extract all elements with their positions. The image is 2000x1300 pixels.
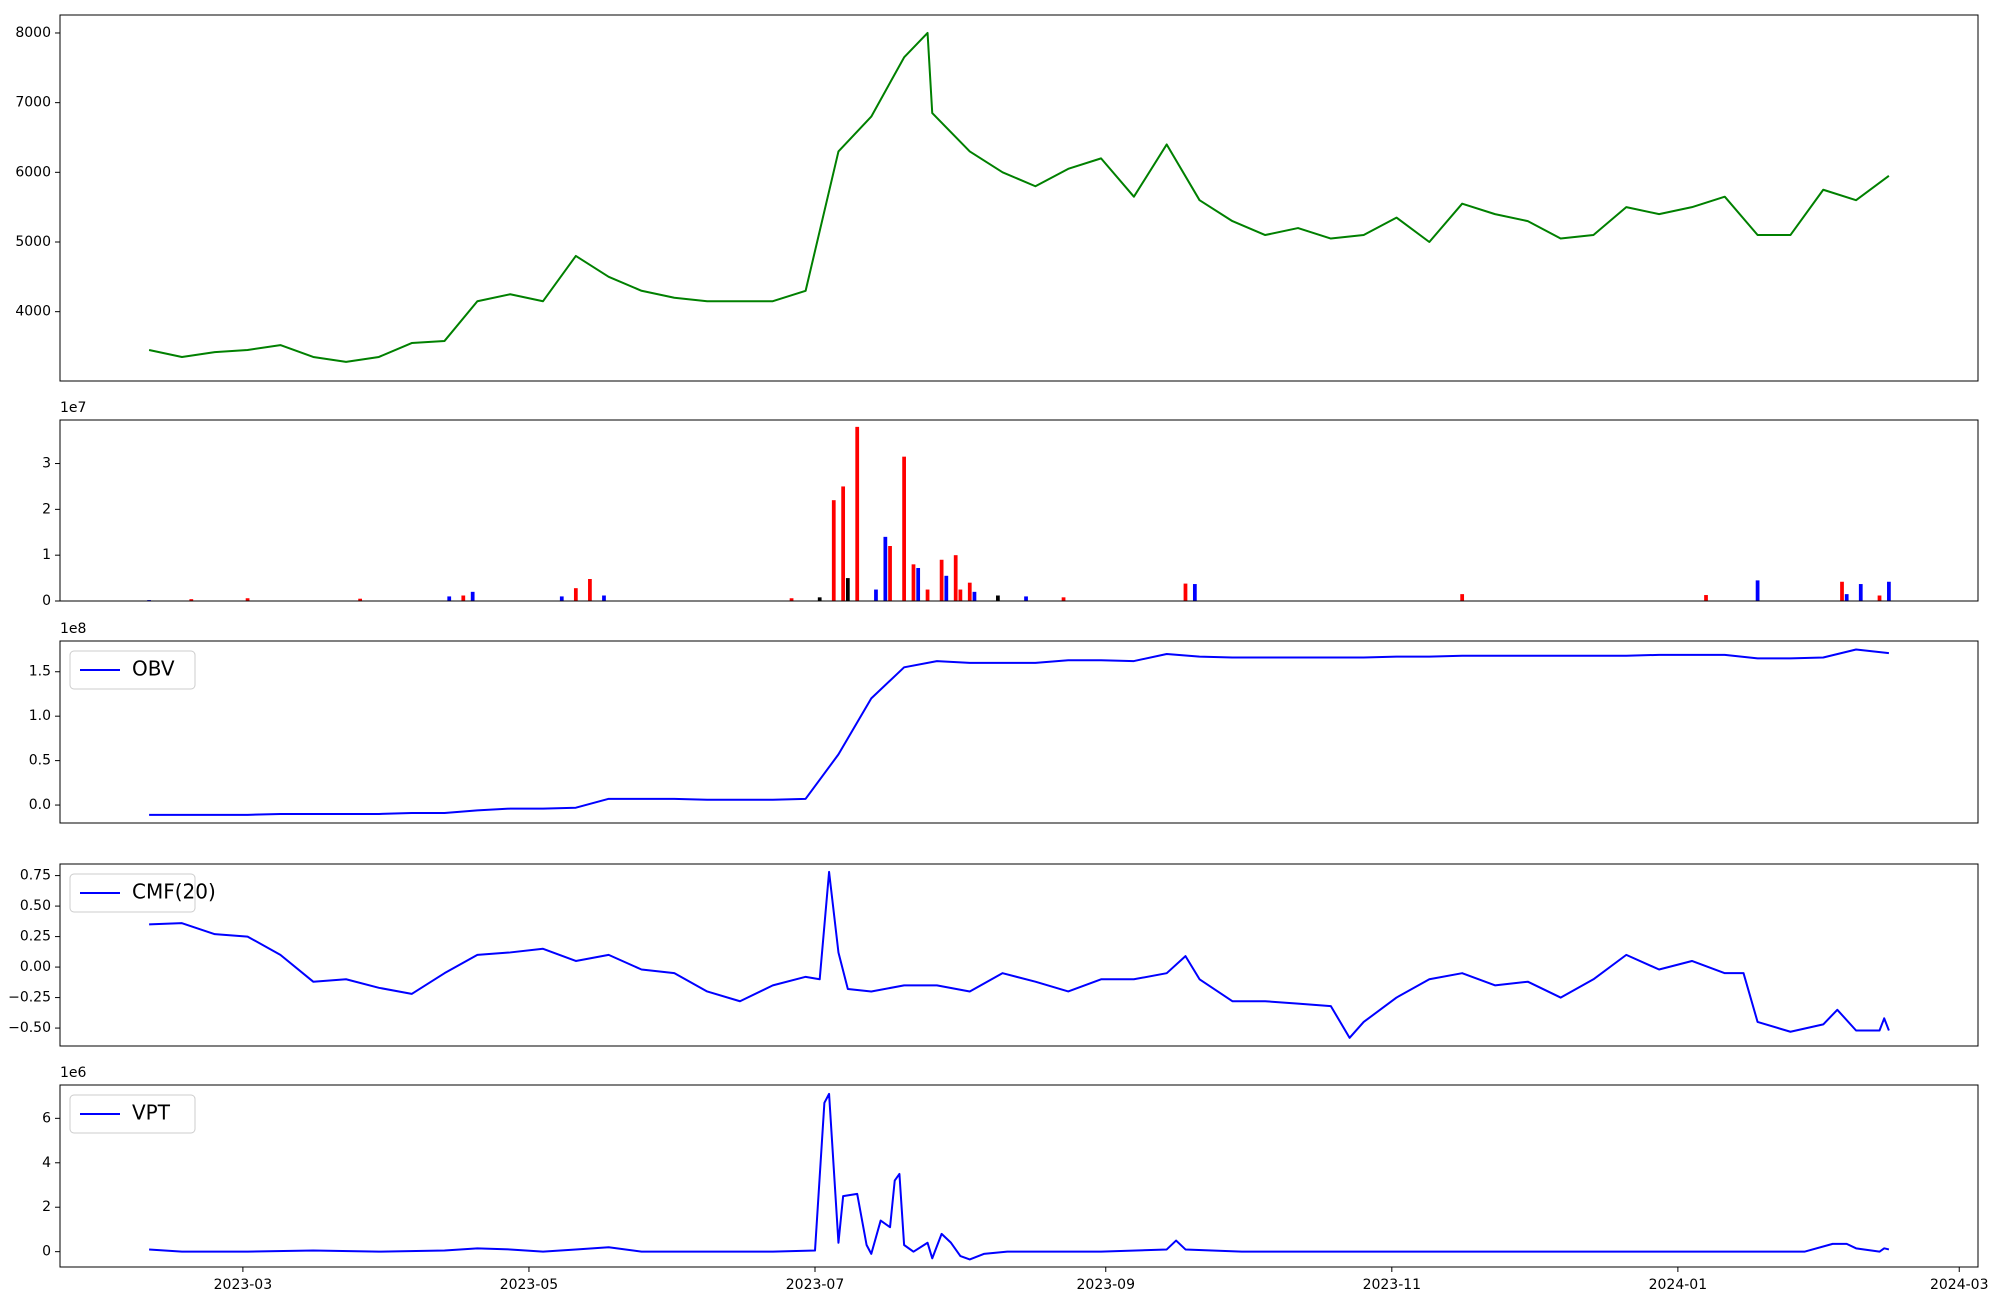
y-tick-label: −0.50	[8, 1020, 51, 1036]
volume-bar	[967, 582, 972, 601]
volume-bar	[1887, 581, 1891, 601]
y-tick-label: 0.5	[29, 753, 51, 769]
volume-bar	[470, 591, 475, 601]
y-offset-label: 1e6	[60, 1065, 87, 1081]
volume-bar	[1844, 594, 1849, 601]
x-tick-label: 2024-01	[1649, 1277, 1708, 1293]
volume-bar	[972, 591, 977, 601]
volume-bar	[888, 546, 892, 601]
volume-bar	[1704, 595, 1708, 601]
volume-bar	[953, 555, 958, 601]
y-tick-label: 0.50	[20, 898, 51, 914]
volume-bar	[573, 588, 578, 601]
volume-bar	[588, 579, 592, 601]
volume-bar	[996, 595, 1000, 601]
y-tick-label: 4	[42, 1155, 51, 1171]
volume-bar	[1192, 584, 1197, 601]
y-offset-label: 1e7	[60, 400, 86, 416]
y-tick-label: 2	[42, 501, 51, 517]
series-line	[149, 1092, 1890, 1261]
y-tick-label: 2	[42, 1199, 51, 1215]
volume-bar	[1858, 584, 1863, 601]
y-tick-label: −0.25	[8, 990, 51, 1006]
series-line	[148, 31, 1890, 363]
x-tick-label: 2023-07	[786, 1277, 845, 1293]
volume-bar	[1024, 596, 1028, 601]
y-tick-label: 7000	[15, 95, 51, 111]
volume-bar	[874, 589, 878, 601]
volume-bar	[1183, 583, 1188, 601]
y-tick-label: 5000	[15, 234, 51, 250]
y-tick-label: 0.00	[20, 959, 51, 975]
legend-box	[69, 873, 196, 913]
y-tick-label: 0.75	[20, 868, 51, 884]
y-tick-label: 0	[42, 593, 51, 609]
axes-frame	[59, 863, 1979, 1047]
axes-frame	[59, 14, 1979, 382]
y-tick-label: 1.5	[29, 664, 51, 680]
volume-bar	[916, 568, 921, 601]
x-tick-label: 2023-09	[1077, 1277, 1136, 1293]
volume-bar	[789, 598, 794, 601]
legend-label: OBV	[132, 657, 175, 681]
volume-bar	[902, 456, 906, 601]
volume-bar	[883, 536, 888, 601]
volume-bar	[1755, 580, 1760, 601]
x-tick-label: 2023-03	[214, 1277, 273, 1293]
volume-bar	[1460, 594, 1465, 601]
volume-bar	[1061, 597, 1066, 601]
volume-bar	[559, 596, 564, 601]
legend-box	[69, 650, 196, 690]
volume-bar	[958, 589, 963, 601]
legend-label: VPT	[132, 1101, 171, 1125]
volume-bar	[358, 598, 363, 601]
x-tick-label: 2023-05	[500, 1277, 559, 1293]
volume-bar	[841, 486, 846, 601]
volume-bar	[911, 564, 916, 601]
volume-bar	[1840, 581, 1844, 601]
y-tick-label: 6	[42, 1110, 51, 1126]
volume-bar	[831, 500, 836, 601]
volume-bar	[845, 578, 850, 601]
legend-box	[69, 1094, 196, 1134]
axes-frame	[59, 419, 1979, 602]
y-tick-label: 0	[42, 1244, 51, 1260]
volume-bar	[1877, 595, 1882, 601]
y-tick-label: 1	[42, 547, 51, 563]
x-tick-label: 2023-11	[1363, 1277, 1422, 1293]
volume-bar	[944, 575, 949, 601]
y-tick-label: 6000	[15, 164, 51, 180]
volume-bar	[939, 559, 944, 601]
series-line	[149, 648, 1890, 816]
y-tick-label: 1.0	[29, 708, 51, 724]
y-tick-label: 0.25	[20, 929, 51, 945]
y-tick-label: 3	[42, 456, 51, 472]
volume-bar	[189, 599, 194, 601]
volume-bar	[602, 595, 606, 601]
volume-bar	[855, 426, 860, 601]
y-tick-label: 0.0	[29, 797, 51, 813]
y-tick-label: 4000	[15, 304, 51, 320]
volume-bar	[447, 596, 452, 601]
volume-bar	[461, 595, 466, 601]
volume-bar	[817, 597, 822, 601]
y-offset-label: 1e8	[60, 621, 86, 637]
series-line	[149, 870, 1890, 1039]
volume-bar	[925, 589, 930, 601]
x-tick-label: 2024-03	[1930, 1277, 1989, 1293]
legend-label: CMF(20)	[132, 880, 216, 904]
volume-bar	[245, 598, 250, 601]
axes-frame	[59, 1084, 1979, 1268]
y-tick-label: 8000	[15, 25, 51, 41]
axes-frame	[59, 640, 1979, 824]
